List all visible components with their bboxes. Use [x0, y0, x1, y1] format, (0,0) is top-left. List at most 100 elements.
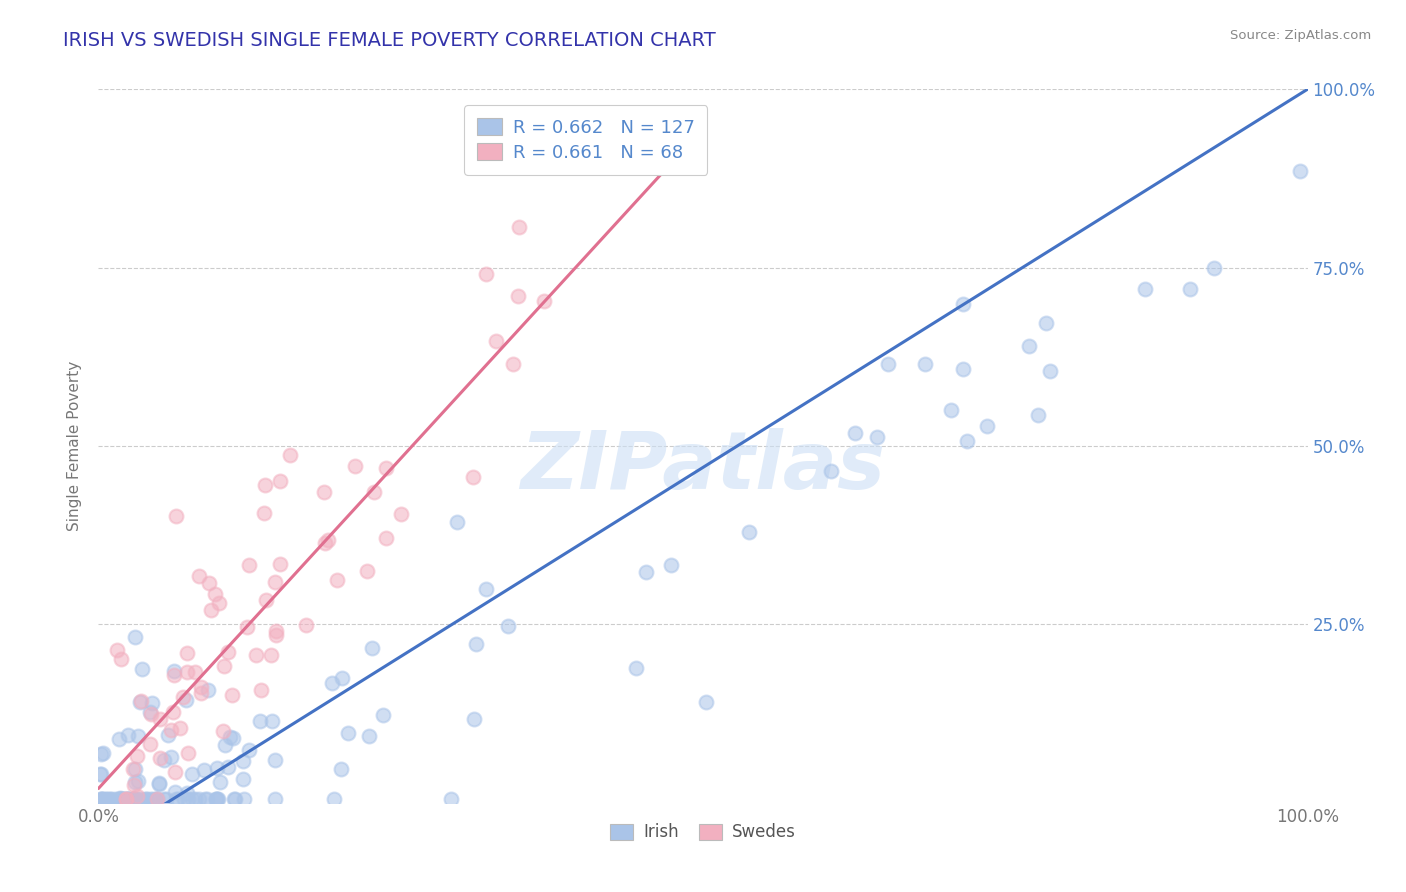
Point [232, 754, 254, 768]
Point [502, 358, 524, 372]
Point [221, 731, 243, 746]
Point [1180, 283, 1202, 297]
Point [375, 531, 398, 545]
Point [269, 557, 291, 571]
Point [939, 403, 962, 417]
Point [312, 485, 335, 500]
Point [162, 706, 184, 720]
Point [326, 573, 349, 587]
Point [104, 792, 127, 806]
Point [266, 624, 288, 638]
Point [207, 792, 229, 806]
Point [125, 789, 148, 803]
Point [145, 792, 167, 806]
Point [914, 357, 936, 371]
Point [155, 792, 177, 806]
Point [91, 792, 114, 806]
Point [222, 792, 245, 806]
Point [145, 792, 167, 806]
Point [506, 288, 529, 302]
Point [176, 646, 198, 660]
Point [212, 658, 235, 673]
Point [122, 778, 145, 792]
Point [90, 792, 112, 806]
Point [314, 536, 336, 550]
Point [820, 465, 842, 479]
Point [218, 730, 240, 744]
Point [238, 743, 260, 757]
Point [474, 267, 496, 281]
Point [190, 686, 212, 700]
Point [212, 724, 235, 739]
Point [100, 792, 122, 806]
Point [163, 785, 186, 799]
Point [264, 792, 287, 806]
Point [148, 776, 170, 790]
Point [125, 749, 148, 764]
Point [877, 357, 900, 371]
Point [141, 696, 163, 710]
Point [266, 628, 288, 642]
Point [475, 582, 498, 596]
Point [114, 792, 136, 806]
Point [160, 750, 183, 764]
Point [139, 706, 162, 720]
Point [139, 737, 162, 751]
Point [105, 643, 128, 657]
Point [129, 695, 152, 709]
Point [204, 587, 226, 601]
Point [205, 761, 228, 775]
Y-axis label: Single Female Poverty: Single Female Poverty [67, 361, 83, 531]
Point [110, 791, 132, 805]
Point [245, 648, 267, 662]
Point [1018, 338, 1040, 352]
Point [124, 762, 146, 776]
Point [294, 618, 316, 632]
Point [217, 760, 239, 774]
Point [695, 695, 717, 709]
Text: ZIPatlas: ZIPatlas [520, 428, 886, 507]
Point [91, 746, 114, 760]
Point [233, 792, 256, 806]
Point [356, 564, 378, 578]
Point [110, 652, 132, 666]
Point [173, 792, 195, 806]
Point [112, 792, 135, 806]
Point [108, 792, 131, 806]
Point [1133, 282, 1156, 296]
Point [111, 792, 134, 806]
Point [124, 630, 146, 644]
Point [90, 792, 112, 806]
Point [127, 773, 149, 788]
Point [360, 640, 382, 655]
Point [952, 297, 974, 311]
Point [337, 726, 360, 740]
Point [221, 688, 243, 702]
Point [163, 668, 186, 682]
Point [1202, 261, 1225, 276]
Point [198, 576, 221, 591]
Point [952, 362, 974, 376]
Point [169, 721, 191, 735]
Point [108, 792, 131, 806]
Point [1026, 408, 1049, 422]
Text: Source: ZipAtlas.com: Source: ZipAtlas.com [1230, 29, 1371, 42]
Point [125, 792, 148, 806]
Point [187, 569, 209, 583]
Point [359, 729, 381, 743]
Point [172, 690, 194, 704]
Point [122, 792, 145, 806]
Point [1039, 363, 1062, 377]
Point [117, 792, 139, 806]
Point [139, 792, 162, 806]
Point [496, 618, 519, 632]
Point [90, 792, 112, 806]
Point [374, 461, 396, 475]
Point [634, 565, 657, 579]
Point [866, 430, 889, 444]
Point [260, 648, 283, 662]
Point [115, 792, 138, 806]
Point [156, 728, 179, 742]
Point [439, 792, 461, 806]
Point [253, 506, 276, 520]
